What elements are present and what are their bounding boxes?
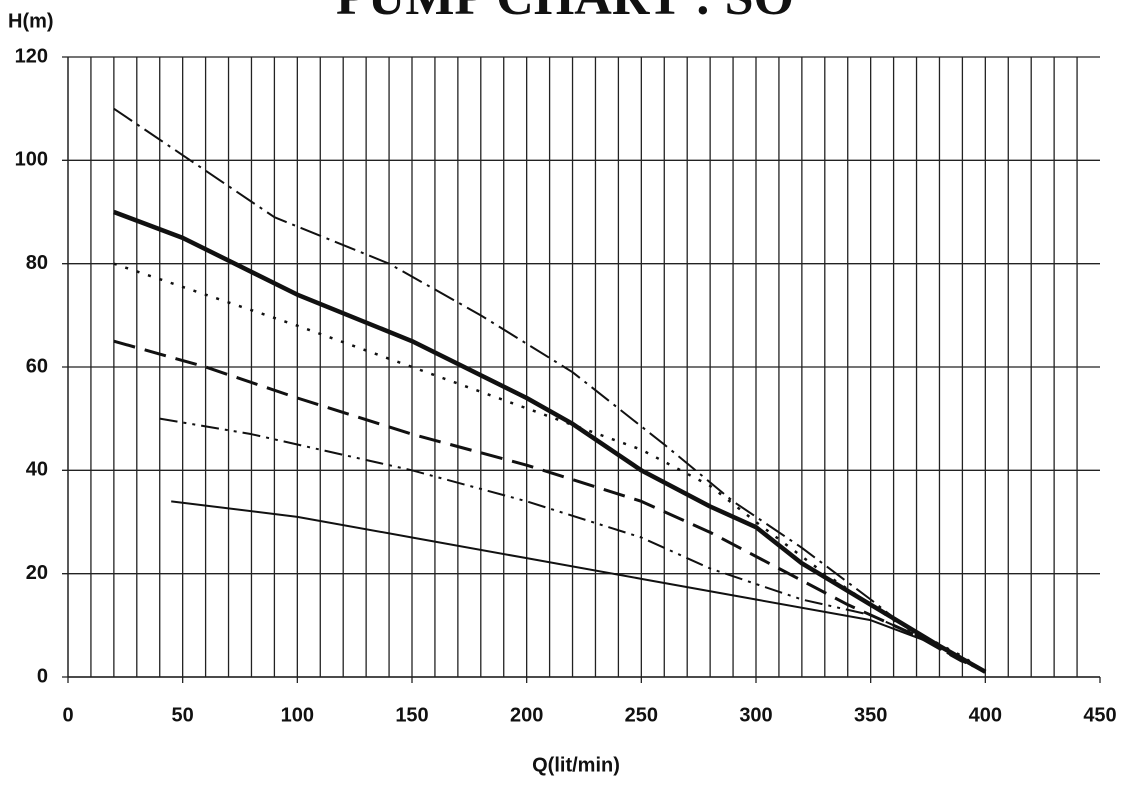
- y-tick-label: 40: [26, 459, 48, 481]
- x-tick-label: 100: [281, 704, 314, 726]
- y-axis-label: H(m): [8, 10, 54, 32]
- x-tick-label: 250: [625, 704, 658, 726]
- curve: [113, 262, 987, 673]
- curve: [159, 417, 975, 668]
- x-tick-label: 150: [395, 704, 428, 726]
- y-tick-label: 60: [26, 355, 48, 377]
- x-tick-label: 350: [854, 704, 887, 726]
- y-tick-label: 120: [15, 45, 48, 67]
- chart-title: PUMP CHART : SO: [336, 0, 794, 26]
- y-tick-label: 0: [37, 665, 48, 687]
- y-tick-label: 100: [15, 149, 48, 171]
- x-tick-label: 0: [62, 704, 73, 726]
- x-tick-label: 400: [969, 704, 1002, 726]
- curve: [113, 209, 987, 674]
- curve: [171, 500, 986, 673]
- y-tick-label: 80: [26, 252, 48, 274]
- y-tick-label: 20: [26, 562, 48, 584]
- x-tick-label: 300: [739, 704, 772, 726]
- x-tick-label: 200: [510, 704, 543, 726]
- x-tick-label: 450: [1083, 704, 1116, 726]
- x-axis-label: Q(lit/min): [532, 754, 620, 776]
- x-tick-label: 50: [172, 704, 194, 726]
